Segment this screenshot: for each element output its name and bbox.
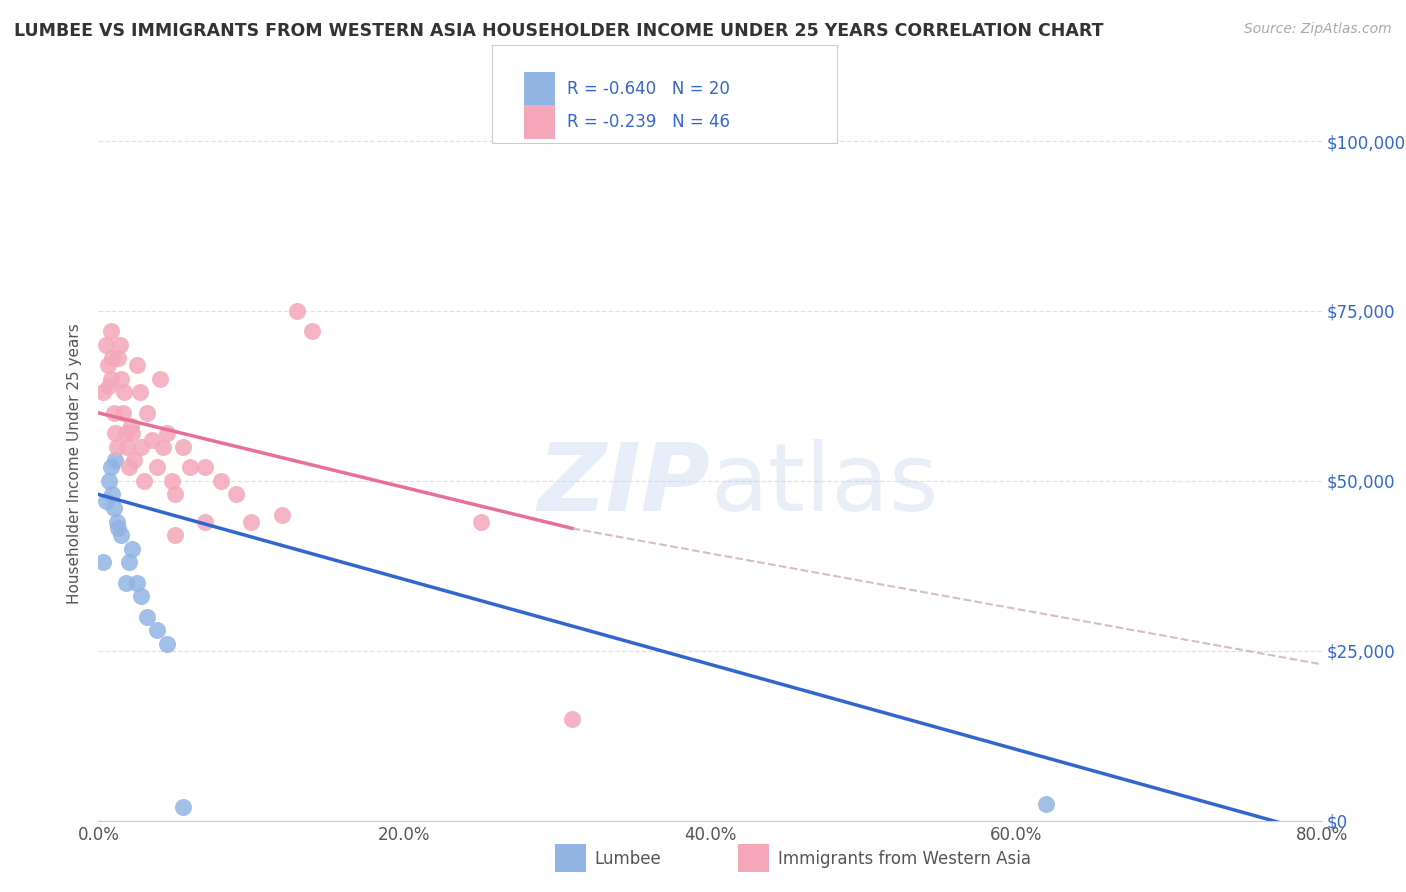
- Point: [152, 440, 174, 454]
- Point: [105, 515, 128, 529]
- Point: [141, 433, 163, 447]
- Point: [172, 440, 194, 454]
- Point: [103, 501, 125, 516]
- Point: [156, 426, 179, 441]
- Point: [100, 460, 122, 475]
- Text: Lumbee: Lumbee: [595, 850, 661, 868]
- Point: [97, 359, 120, 373]
- Point: [1035, 797, 1057, 811]
- Point: [149, 372, 172, 386]
- Point: [121, 426, 143, 441]
- Point: [129, 590, 152, 604]
- Point: [104, 453, 127, 467]
- Point: [110, 528, 132, 542]
- Point: [240, 515, 263, 529]
- Point: [112, 385, 135, 400]
- Point: [118, 555, 141, 569]
- Point: [122, 453, 145, 467]
- Point: [117, 440, 139, 454]
- Point: [110, 372, 132, 386]
- Point: [91, 555, 114, 569]
- Point: [101, 487, 124, 501]
- Point: [120, 419, 142, 434]
- Point: [145, 460, 167, 475]
- Point: [111, 406, 134, 420]
- Point: [98, 474, 121, 488]
- Point: [100, 324, 122, 338]
- Text: Source: ZipAtlas.com: Source: ZipAtlas.com: [1244, 22, 1392, 37]
- Point: [125, 359, 148, 373]
- Point: [115, 575, 138, 590]
- Point: [134, 474, 156, 488]
- Point: [108, 338, 131, 352]
- Point: [103, 406, 125, 420]
- Point: [101, 351, 124, 366]
- Point: [225, 487, 247, 501]
- Point: [209, 474, 232, 488]
- Text: ZIP: ZIP: [537, 439, 710, 532]
- Text: atlas: atlas: [710, 439, 938, 532]
- Point: [270, 508, 292, 522]
- Point: [100, 372, 122, 386]
- Point: [129, 440, 152, 454]
- Point: [470, 515, 492, 529]
- Point: [105, 440, 128, 454]
- Point: [107, 351, 129, 366]
- Point: [136, 609, 159, 624]
- Point: [301, 324, 323, 338]
- Point: [163, 528, 186, 542]
- Point: [179, 460, 201, 475]
- Point: [98, 378, 121, 392]
- Point: [94, 494, 117, 508]
- Point: [156, 637, 179, 651]
- Point: [160, 474, 183, 488]
- Point: [104, 426, 127, 441]
- Point: [194, 515, 217, 529]
- Point: [285, 304, 308, 318]
- Point: [91, 385, 114, 400]
- Point: [172, 800, 194, 814]
- Point: [128, 385, 150, 400]
- Y-axis label: Householder Income Under 25 years: Householder Income Under 25 years: [67, 324, 83, 604]
- Text: R = -0.640   N = 20: R = -0.640 N = 20: [567, 80, 730, 98]
- Point: [121, 541, 143, 556]
- Point: [115, 426, 138, 441]
- Text: Immigrants from Western Asia: Immigrants from Western Asia: [778, 850, 1031, 868]
- Point: [136, 406, 159, 420]
- Point: [118, 460, 141, 475]
- Point: [194, 460, 217, 475]
- Point: [125, 575, 148, 590]
- Point: [163, 487, 186, 501]
- Point: [107, 521, 129, 535]
- Text: LUMBEE VS IMMIGRANTS FROM WESTERN ASIA HOUSEHOLDER INCOME UNDER 25 YEARS CORRELA: LUMBEE VS IMMIGRANTS FROM WESTERN ASIA H…: [14, 22, 1104, 40]
- Point: [94, 338, 117, 352]
- Point: [561, 712, 583, 726]
- Text: R = -0.239   N = 46: R = -0.239 N = 46: [567, 113, 730, 131]
- Point: [145, 624, 167, 638]
